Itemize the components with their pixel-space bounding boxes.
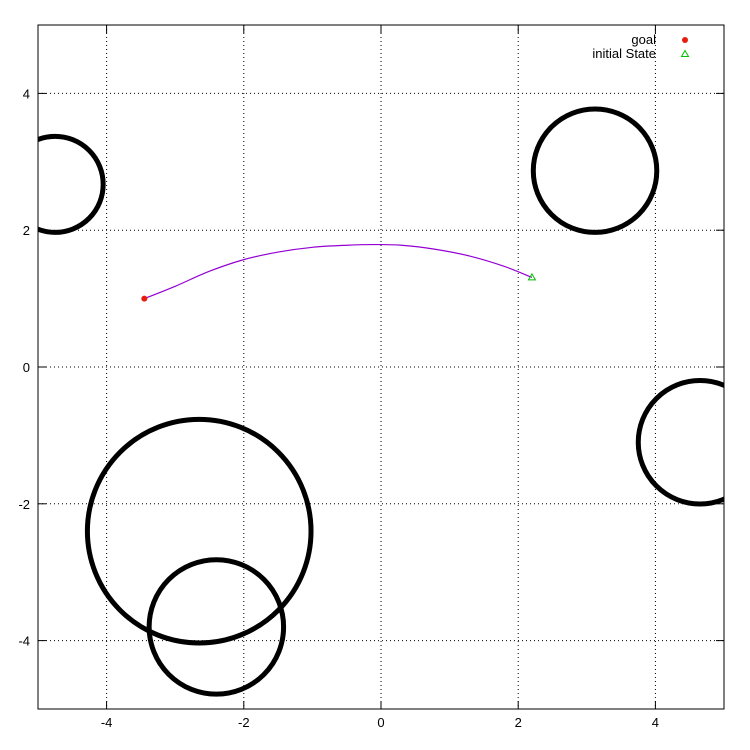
- initial-state-point: [527, 272, 537, 281]
- trajectory: [144, 243, 533, 300]
- obstacle-circle: [146, 557, 287, 697]
- y-tick-label: -4: [18, 634, 30, 649]
- legend-marker: [680, 49, 690, 57]
- x-tick-label: 0: [377, 715, 384, 730]
- obstacle-circle: [84, 416, 314, 646]
- legend-label: goal: [631, 32, 656, 47]
- y-tick-label: 2: [23, 223, 30, 238]
- obstacles: [38, 106, 724, 697]
- obstacle-circle: [530, 106, 660, 235]
- grid: [38, 25, 724, 709]
- legend-marker: [682, 37, 688, 43]
- obstacle-circle: [635, 378, 724, 507]
- obstacle-circle: [38, 133, 106, 235]
- y-tick-label: 0: [23, 360, 30, 375]
- legend-label: initial State: [592, 46, 656, 61]
- y-tick-label: 4: [23, 86, 30, 101]
- y-tick-label: -2: [18, 497, 30, 512]
- x-tick-label: 4: [652, 715, 659, 730]
- x-tick-label: -4: [101, 715, 113, 730]
- markers: [141, 272, 537, 302]
- x-tick-label: 2: [515, 715, 522, 730]
- tick-labels: -4 -2 0 2 4 -4 -2 0 2 4: [18, 25, 724, 730]
- trajectory-line: [144, 243, 533, 300]
- plot-frame: [37, 24, 725, 710]
- goal-point: [141, 295, 148, 302]
- x-tick-label: -2: [238, 715, 250, 730]
